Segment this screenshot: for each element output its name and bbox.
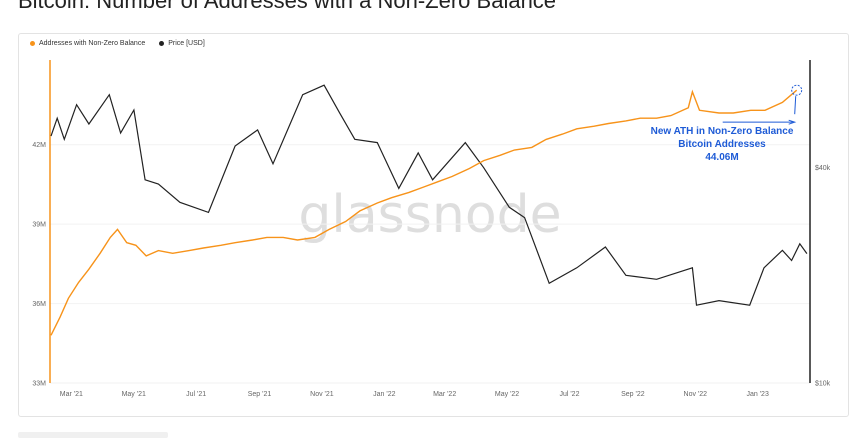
x-tick-label: Jan '23 bbox=[746, 391, 768, 398]
ath-arrow-line bbox=[722, 96, 797, 125]
right-axis-ticks: $10k $40k bbox=[815, 165, 831, 387]
chart-legend: Addresses with Non-Zero Balance Price [U… bbox=[30, 40, 205, 47]
left-axis-ticks: 33M 36M 39M 42M bbox=[32, 142, 46, 387]
grid-lines bbox=[50, 144, 810, 384]
annotation-line-2: Bitcoin Addresses bbox=[678, 139, 766, 150]
watermark-text: glassnode bbox=[298, 185, 561, 245]
x-tick-label: Nov '22 bbox=[684, 391, 708, 398]
y-left-tick-label: 39M bbox=[32, 222, 46, 229]
annotation-line-1: New ATH in Non-Zero Balance bbox=[651, 126, 794, 137]
x-axis-ticks: Mar '21 May '21 Jul '21 Sep '21 Nov '21 Jan '… bbox=[60, 391, 769, 398]
x-tick-label: Jul '22 bbox=[559, 391, 579, 398]
footer-bar bbox=[18, 432, 168, 438]
x-tick-label: Mar '22 bbox=[433, 391, 456, 398]
legend-label-addresses: Addresses with Non-Zero Balance bbox=[39, 40, 146, 47]
legend-label-price: Price [USD] bbox=[168, 40, 205, 47]
x-tick-label: Nov '21 bbox=[310, 391, 334, 398]
y-left-tick-label: 36M bbox=[32, 301, 46, 308]
annotation-line-3: 44.06M bbox=[705, 152, 738, 163]
series-line-price bbox=[50, 84, 808, 306]
y-right-tick-label: $10k bbox=[815, 381, 831, 388]
chart-panel bbox=[18, 33, 849, 417]
ath-annotation: New ATH in Non-Zero Balance Bitcoin Addr… bbox=[651, 84, 803, 163]
series-line-addresses bbox=[50, 89, 798, 336]
legend-dot-addresses bbox=[30, 41, 35, 46]
x-tick-label: May '22 bbox=[495, 391, 519, 398]
x-tick-label: Jan '22 bbox=[373, 391, 395, 398]
y-left-tick-label: 33M bbox=[32, 381, 46, 388]
y-right-tick-label: $40k bbox=[815, 165, 831, 172]
x-tick-label: Sep '22 bbox=[621, 391, 645, 398]
x-tick-label: Sep '21 bbox=[248, 391, 272, 398]
legend-item-addresses[interactable]: Addresses with Non-Zero Balance bbox=[30, 40, 145, 47]
y-left-tick-label: 42M bbox=[32, 142, 46, 149]
chart-title: Bitcoin: Number of Addresses with a Non-… bbox=[18, 0, 557, 13]
x-tick-label: Mar '21 bbox=[60, 391, 83, 398]
legend-dot-price bbox=[159, 41, 165, 46]
legend-item-price[interactable]: Price [USD] bbox=[159, 40, 205, 47]
x-tick-label: Jul '21 bbox=[186, 391, 206, 398]
ath-marker-circle bbox=[791, 84, 803, 96]
x-tick-label: May '21 bbox=[122, 391, 146, 398]
